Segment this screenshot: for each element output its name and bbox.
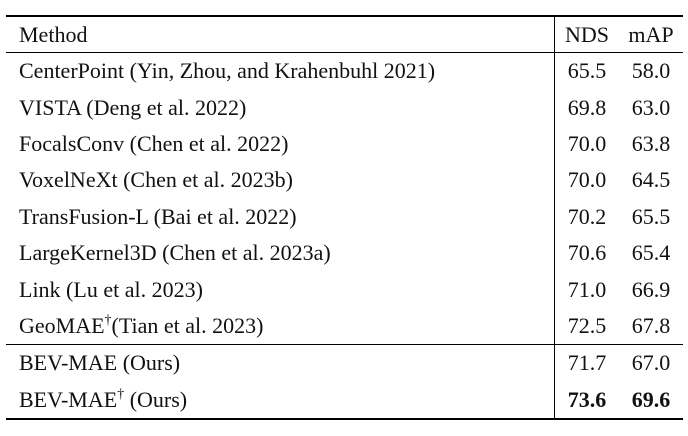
method-cell: TransFusion-L (Bai et al. 2022) — [6, 199, 555, 235]
map-cell: 65.4 — [631, 240, 671, 266]
map-cell: 63.8 — [631, 130, 671, 156]
method-name: TransFusion-L (Bai et al. 2022) — [19, 203, 297, 229]
header-cell: NDS — [554, 15, 619, 53]
table-row: Link (Lu et al. 2023) 71.0 66.9 — [6, 271, 683, 308]
nds-cell: 73.6 — [554, 381, 619, 420]
map-cell: 63.0 — [631, 94, 671, 120]
nds-cell: 70.0 — [554, 162, 619, 199]
method-citation: (Ours) — [124, 386, 188, 412]
method-cell: Link (Lu et al. 2023) — [6, 271, 555, 307]
header-cell: Method — [6, 15, 555, 53]
nds-cell: 70.6 — [554, 234, 619, 272]
nds-cell: 69.8 — [554, 89, 619, 126]
method-name: LargeKernel3D (Chen et al. 2023a) — [19, 240, 331, 266]
method-cell: GeoMAE†(Tian et al. 2023) — [6, 308, 555, 345]
method-cell: BEV-MAE† (Ours) — [6, 381, 555, 420]
map-cell: 65.5 — [631, 203, 671, 229]
map-cell: 69.6 — [619, 381, 683, 420]
method-name: Link (Lu et al. 2023) — [19, 276, 203, 302]
map-cell: 64.5 — [631, 167, 671, 193]
map-cell: 66.9 — [631, 276, 671, 302]
method-cell: CenterPoint (Yin, Zhou, and Krahenbuhl 2… — [6, 53, 555, 90]
method-name: VISTA (Deng et al. 2022) — [19, 94, 247, 120]
table-row: VoxelNeXt (Chen et al. 2023b) 70.0 64.5 — [6, 162, 683, 199]
dagger: † — [117, 386, 125, 402]
map-cell: 58.0 — [631, 58, 671, 84]
results-table: Method NDS mAP CenterPoint (Yin, Zhou, a… — [6, 15, 683, 420]
method-name: BEV-MAE (Ours) — [19, 350, 181, 376]
method-cell: FocalsConv (Chen et al. 2022) — [6, 126, 555, 162]
table-row: GeoMAE†(Tian et al. 2023) 72.5 67.8 — [6, 307, 683, 345]
header-cell: mAP — [619, 15, 683, 53]
method-cell: VISTA (Deng et al. 2022) — [6, 89, 555, 125]
method-cell: VoxelNeXt (Chen et al. 2023b) — [6, 162, 555, 198]
nds-cell: 70.2 — [554, 198, 619, 235]
table: Method NDS mAP CenterPoint (Yin, Zhou, a… — [6, 15, 683, 420]
table-row: VISTA (Deng et al. 2022) 69.8 63.0 — [6, 89, 683, 126]
table-row: FocalsConv (Chen et al. 2022) 70.0 63.8 — [6, 125, 683, 163]
method-name: BEV-MAE — [19, 386, 118, 412]
nds-cell: 72.5 — [554, 307, 619, 345]
nds-cell: 71.0 — [554, 271, 619, 308]
map-cell: 67.8 — [631, 312, 671, 338]
method-name: CenterPoint (Yin, Zhou, and Krahenbuhl 2… — [19, 58, 436, 84]
nds-cell: 70.0 — [554, 125, 619, 163]
dagger: † — [104, 312, 112, 328]
table-row: BEV-MAE (Ours) 71.7 67.0 — [6, 344, 683, 382]
method-cell: BEV-MAE (Ours) — [6, 344, 555, 382]
table-row: BEV-MAE† (Ours) 73.6 69.6 — [6, 381, 683, 420]
map-cell: 67.0 — [619, 344, 683, 382]
method-name: VoxelNeXt (Chen et al. 2023b) — [19, 167, 293, 193]
method-citation: (Tian et al. 2023) — [111, 312, 264, 338]
header-row: Method NDS mAP — [6, 15, 683, 53]
nds-cell: 65.5 — [554, 52, 619, 90]
table-row: LargeKernel3D (Chen et al. 2023a) 70.6 65.… — [6, 234, 683, 272]
table-row: TransFusion-L (Bai et al. 2022) 70.2 65.5 — [6, 198, 683, 235]
method-name: FocalsConv (Chen et al. 2022) — [19, 130, 289, 156]
table-row: CenterPoint (Yin, Zhou, and Krahenbuhl 2… — [6, 52, 683, 90]
method-cell: LargeKernel3D (Chen et al. 2023a) — [6, 235, 555, 271]
method-name: GeoMAE — [19, 312, 105, 338]
nds-cell: 71.7 — [554, 344, 619, 382]
table-body: Method NDS mAP CenterPoint (Yin, Zhou, a… — [6, 15, 683, 420]
